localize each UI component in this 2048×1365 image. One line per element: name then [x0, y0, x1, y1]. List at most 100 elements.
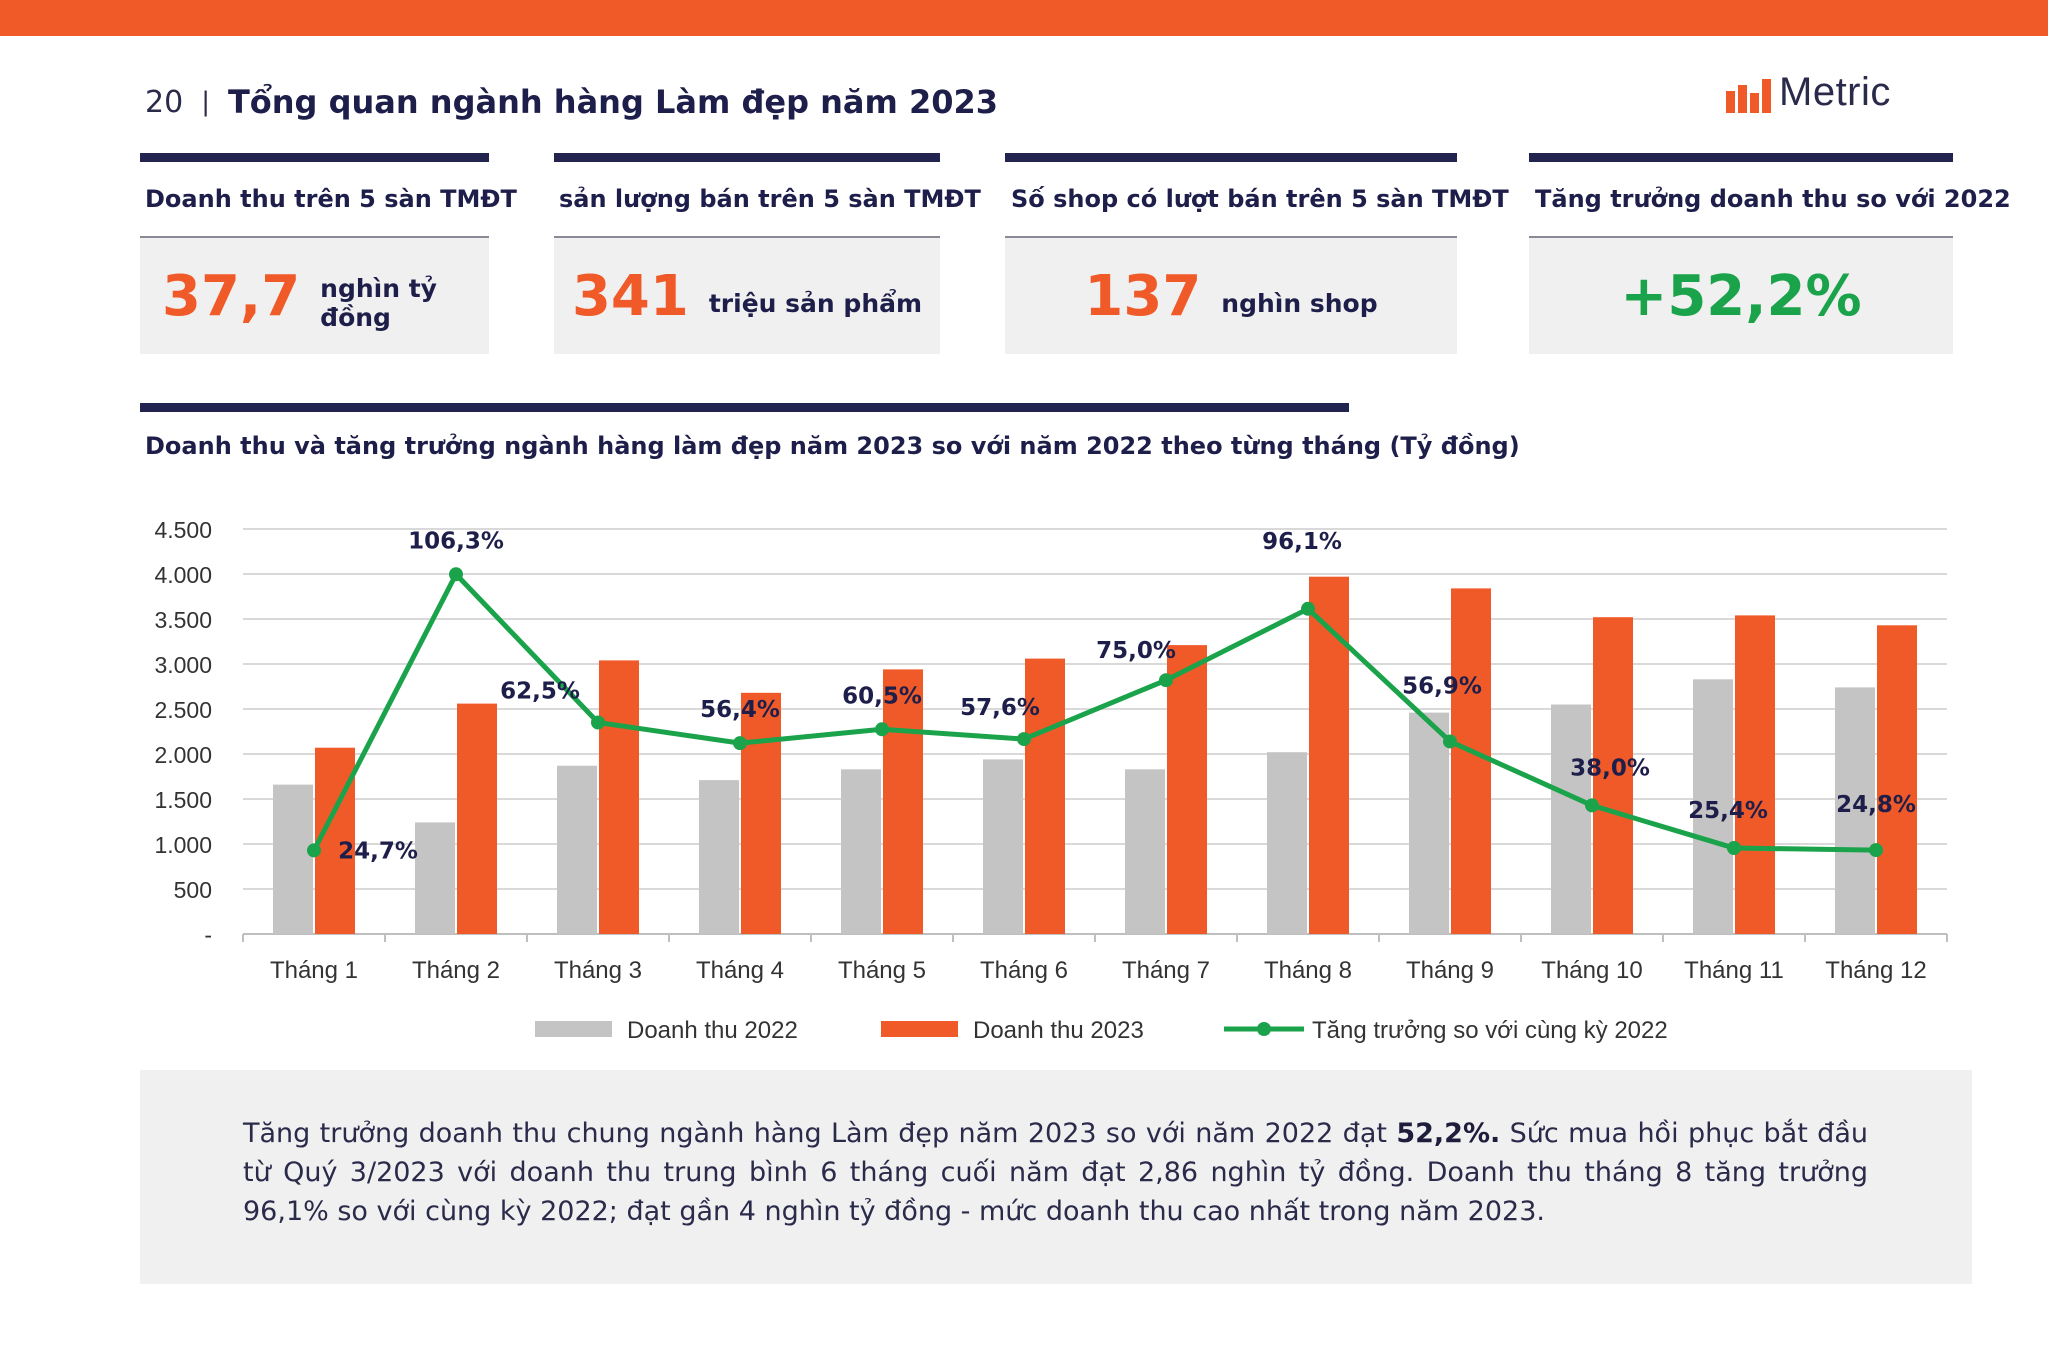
legend-label-growth: Tăng trưởng so với cùng kỳ 2022 — [1312, 1017, 1668, 1044]
bar-2023 — [1025, 658, 1065, 934]
growth-line — [311, 571, 1877, 853]
bar-2022 — [1409, 712, 1449, 934]
kpi-value-box: +52,2% — [1529, 238, 1953, 354]
x-tick-label: Tháng 8 — [1264, 957, 1352, 984]
kpi-value: 341 — [571, 263, 689, 329]
y-tick-label: 4.000 — [154, 562, 212, 588]
bar-2022 — [415, 822, 455, 934]
revenue-growth-chart: - 500 1.000 1.500 2.000 2.500 3.000 3.500 4.000 4… — [154, 517, 1948, 1044]
growth-label: 57,6% — [960, 695, 1040, 721]
kpi-label: sản lượng bán trên 5 sàn TMĐT — [559, 185, 981, 213]
header-separator: | — [201, 87, 210, 117]
legend-label-2022: Doanh thu 2022 — [627, 1017, 798, 1044]
bar-2023 — [1451, 588, 1491, 934]
growth-point — [307, 843, 321, 858]
x-tick-label: Tháng 12 — [1825, 957, 1926, 984]
kpi-shops: Số shop có lượt bán trên 5 sàn TMĐT 137 … — [1005, 153, 1509, 354]
growth-label: 24,7% — [338, 838, 418, 864]
kpi-label: Số shop có lượt bán trên 5 sàn TMĐT — [1011, 185, 1509, 213]
bar-2022 — [1693, 679, 1733, 934]
bar-2022 — [1125, 769, 1165, 934]
bar-2022 — [983, 759, 1023, 934]
metric-logo: Metric — [1726, 70, 1891, 115]
summary-part-1: Tăng trưởng doanh thu chung ngành hàng L… — [243, 1118, 1397, 1149]
kpi-growth: Tăng trưởng doanh thu so với 2022 +52,2% — [1529, 153, 2011, 354]
x-tick-label: Tháng 3 — [554, 957, 642, 984]
growth-point — [1443, 734, 1457, 749]
kpi-value: 37,7 — [162, 263, 301, 329]
kpi-value-box: 37,7 nghìn tỷ đồng — [140, 238, 489, 354]
growth-label: 38,0% — [1570, 755, 1650, 781]
legend-marker-growth — [1257, 1022, 1271, 1036]
kpi-volume: sản lượng bán trên 5 sàn TMĐT 341 triệu … — [554, 153, 981, 354]
x-tick-label: Tháng 5 — [838, 957, 926, 984]
y-tick-label: 2.000 — [154, 742, 212, 768]
growth-point — [591, 715, 605, 730]
growth-label: 62,5% — [500, 679, 580, 705]
y-tick-label: - — [204, 922, 212, 948]
chart-title: Doanh thu và tăng trưởng ngành hàng làm … — [145, 432, 1520, 460]
y-tick-label: 3.000 — [154, 652, 212, 678]
bar-2023 — [457, 703, 497, 934]
bar-2023 — [599, 660, 639, 934]
bar-2023 — [1167, 645, 1207, 934]
kpi-topline — [1005, 153, 1457, 162]
growth-point — [1727, 841, 1741, 856]
bar-2022 — [699, 780, 739, 934]
bar-2022 — [273, 784, 313, 934]
bar-2022 — [841, 769, 881, 934]
x-tick-label: Tháng 9 — [1406, 957, 1494, 984]
kpi-topline — [554, 153, 940, 162]
x-tick-label: Tháng 6 — [980, 957, 1068, 984]
kpi-unit: triệu sản phẩm — [708, 288, 923, 318]
growth-point — [1585, 798, 1599, 813]
growth-label: 75,0% — [1096, 638, 1176, 664]
growth-point — [1301, 601, 1315, 616]
bar-2023 — [741, 692, 781, 934]
bar-2023 — [1593, 617, 1633, 934]
kpi-value-box: 137 nghìn shop — [1005, 238, 1457, 354]
kpi-value: 137 — [1084, 263, 1202, 329]
growth-point — [1159, 673, 1173, 688]
bar-2023 — [1877, 625, 1917, 934]
summary-part-2: Sức mua hồi phục bắt đầu từ Quý 3/2023 v… — [243, 1118, 1868, 1227]
bar-2022 — [1835, 687, 1875, 934]
logo-bars-icon — [1726, 73, 1771, 113]
kpi-value-box: 341 triệu sản phẩm — [554, 238, 940, 354]
x-tick-label: Tháng 1 — [270, 957, 358, 984]
x-tick-label: Tháng 4 — [696, 957, 784, 984]
x-tick-label: Tháng 7 — [1122, 957, 1210, 984]
summary-note: Tăng trưởng doanh thu chung ngành hàng L… — [140, 1070, 1972, 1284]
growth-label: 56,4% — [700, 697, 780, 723]
growth-point — [1869, 843, 1883, 858]
bar-2023 — [1735, 615, 1775, 934]
bar-2022 — [1267, 752, 1307, 934]
kpi-unit: nghìn tỷ đồng — [320, 274, 437, 332]
growth-label: 56,9% — [1402, 673, 1482, 699]
growth-label: 96,1% — [1262, 529, 1342, 555]
growth-label: 24,8% — [1836, 792, 1916, 818]
y-tick-label: 3.500 — [154, 607, 212, 633]
kpi-topline — [1529, 153, 1953, 162]
chart-topline — [140, 403, 1349, 412]
growth-point — [875, 722, 889, 737]
kpi-label: Tăng trưởng doanh thu so với 2022 — [1535, 185, 2011, 213]
kpi-unit: nghìn shop — [1221, 288, 1378, 318]
y-tick-label: 1.000 — [154, 832, 212, 858]
y-tick-label: 2.500 — [154, 697, 212, 723]
growth-point — [449, 567, 463, 582]
bar-2022 — [557, 765, 597, 934]
x-tick-label: Tháng 10 — [1541, 957, 1642, 984]
growth-label: 106,3% — [408, 528, 504, 554]
x-tick-label: Tháng 2 — [412, 957, 500, 984]
page-title: Tổng quan ngành hàng Làm đẹp năm 2023 — [227, 83, 999, 121]
x-tick-label: Tháng 11 — [1684, 957, 1784, 984]
kpi-underline — [554, 236, 940, 238]
page-header: 20 | Tổng quan ngành hàng Làm đẹp năm 20… — [145, 82, 998, 122]
growth-label: 25,4% — [1688, 798, 1768, 824]
kpi-revenue: Doanh thu trên 5 sàn TMĐT 37,7 nghìn tỷ … — [140, 153, 517, 354]
kpi-underline — [140, 236, 489, 238]
legend-swatch-2022 — [535, 1021, 612, 1037]
growth-point — [733, 736, 747, 751]
y-tick-label: 1.500 — [154, 787, 212, 813]
